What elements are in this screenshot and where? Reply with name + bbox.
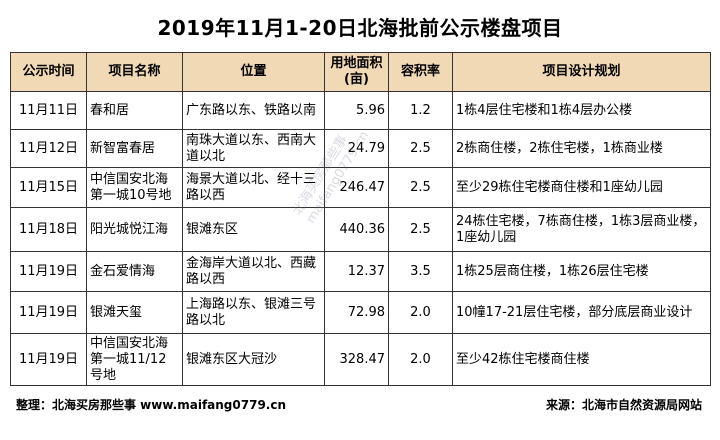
col-header-area: 用地面积(亩) <box>324 52 389 92</box>
cell-name: 中信国安北海第一城10号地 <box>86 167 183 208</box>
cell-name: 中信国安北海第一城11/12号地 <box>86 333 183 386</box>
cell-date: 11月19日 <box>10 251 87 292</box>
cell-area: 440.36 <box>324 207 389 252</box>
project-table: 公示时间 项目名称 位置 用地面积(亩) 容积率 项目设计规划 11月11日 春… <box>10 52 711 386</box>
col-header-name: 项目名称 <box>86 52 183 92</box>
table-row: 11月19日 银滩天玺 上海路以东、银滩三号路以北 72.98 2.0 10幢1… <box>10 291 711 334</box>
cell-date: 11月18日 <box>10 207 87 252</box>
cell-area: 12.37 <box>324 251 389 292</box>
cell-location: 银滩东区大冠沙 <box>182 333 325 386</box>
cell-area: 246.47 <box>324 167 389 208</box>
cell-location: 金海岸大道以北、西藏路以西 <box>182 251 325 292</box>
footer-credit: 整理：北海买房那些事 www.maifang0779.cn <box>16 398 287 412</box>
cell-far: 3.5 <box>388 251 453 292</box>
cell-plan: 1栋25层商住楼，1栋26层住宅楼 <box>452 251 711 292</box>
cell-plan: 至少42栋住宅楼商住楼 <box>452 333 711 386</box>
footer-source: 来源：北海市自然资源局网站 <box>545 398 702 412</box>
cell-name: 新智富春居 <box>86 129 183 168</box>
cell-name: 春和居 <box>86 91 183 130</box>
cell-name: 银滩天玺 <box>86 291 183 334</box>
cell-far: 2.0 <box>388 291 453 334</box>
cell-date: 11月19日 <box>10 333 87 386</box>
cell-location: 海景大道以北、经十三路以西 <box>182 167 325 208</box>
cell-date: 11月19日 <box>10 291 87 334</box>
col-header-far: 容积率 <box>388 52 453 92</box>
cell-area: 24.79 <box>324 129 389 168</box>
col-header-location: 位置 <box>182 52 325 92</box>
cell-location: 银滩东区 <box>182 207 325 252</box>
col-header-date: 公示时间 <box>10 52 87 92</box>
cell-plan: 2栋商住楼，2栋住宅楼，1栋商业楼 <box>452 129 711 168</box>
table-row: 11月11日 春和居 广东路以东、铁路以南 5.96 1.2 1栋4层住宅楼和1… <box>10 91 711 130</box>
cell-far: 2.5 <box>388 129 453 168</box>
cell-plan: 至少29栋住宅楼商住楼和1座幼儿园 <box>452 167 711 208</box>
cell-date: 11月15日 <box>10 167 87 208</box>
table-header-row: 公示时间 项目名称 位置 用地面积(亩) 容积率 项目设计规划 <box>10 52 711 92</box>
col-header-plan: 项目设计规划 <box>452 52 711 92</box>
cell-location: 上海路以东、银滩三号路以北 <box>182 291 325 334</box>
cell-location: 南珠大道以东、西南大道以北 <box>182 129 325 168</box>
cell-plan: 1栋4层住宅楼和1栋4层办公楼 <box>452 91 711 130</box>
cell-far: 2.5 <box>388 207 453 252</box>
cell-name: 阳光城悦江海 <box>86 207 183 252</box>
table-row: 11月18日 阳光城悦江海 银滩东区 440.36 2.5 24栋住宅楼，7栋商… <box>10 207 711 252</box>
cell-area: 328.47 <box>324 333 389 386</box>
cell-plan: 10幢17-21层住宅楼，部分底层商业设计 <box>452 291 711 334</box>
cell-far: 2.5 <box>388 167 453 208</box>
cell-date: 11月11日 <box>10 91 87 130</box>
cell-date: 11月12日 <box>10 129 87 168</box>
table-row: 11月12日 新智富春居 南珠大道以东、西南大道以北 24.79 2.5 2栋商… <box>10 129 711 168</box>
cell-plan: 24栋住宅楼，7栋商住楼，1栋3层商业楼，1座幼儿园 <box>452 207 711 252</box>
cell-area: 72.98 <box>324 291 389 334</box>
table-row: 11月19日 中信国安北海第一城11/12号地 银滩东区大冠沙 328.47 2… <box>10 333 711 386</box>
table-row: 11月19日 金石爱情海 金海岸大道以北、西藏路以西 12.37 3.5 1栋2… <box>10 251 711 292</box>
cell-location: 广东路以东、铁路以南 <box>182 91 325 130</box>
page-title: 2019年11月1-20日北海批前公示楼盘项目 <box>157 16 563 40</box>
cell-far: 1.2 <box>388 91 453 130</box>
cell-area: 5.96 <box>324 91 389 130</box>
table-row: 11月15日 中信国安北海第一城10号地 海景大道以北、经十三路以西 246.4… <box>10 167 711 208</box>
cell-name: 金石爱情海 <box>86 251 183 292</box>
cell-far: 2.0 <box>388 333 453 386</box>
